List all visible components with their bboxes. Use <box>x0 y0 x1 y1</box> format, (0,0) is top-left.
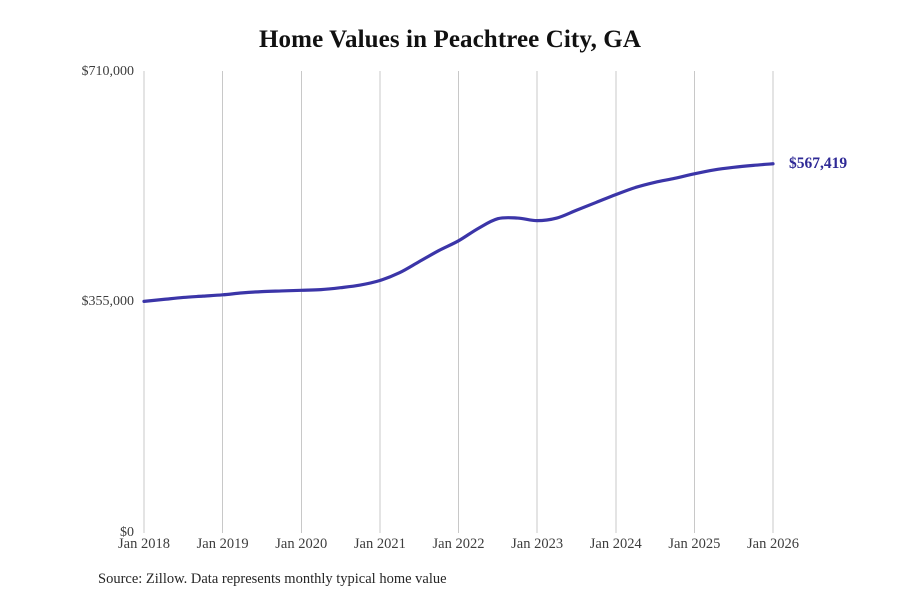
x-axis-tick-labels: Jan 2018 Jan 2019 Jan 2020 Jan 2021 Jan 2022… <box>0 536 900 560</box>
chart-title: Home Values in Peachtree City, GA <box>259 26 641 53</box>
plot-svg <box>142 71 775 533</box>
value-line <box>142 162 775 303</box>
x-axis-tick-label: Jan 2025 <box>668 536 721 552</box>
y-axis-tick-labels: $710,000 $355,000 $0 <box>0 0 135 600</box>
x-axis-tick-label: Jan 2023 <box>511 536 564 552</box>
y-axis-tick-label-top: $710,000 <box>81 64 135 79</box>
x-axis-tick-label: Jan 2019 <box>196 536 249 552</box>
source-note: Source: Zillow. Data represents monthly … <box>98 571 447 587</box>
x-axis-tick-label: Jan 2022 <box>432 536 485 552</box>
y-axis-tick-label-mid: $355,000 <box>81 294 135 309</box>
gridlines <box>143 71 774 533</box>
x-axis-tick-label: Jan 2018 <box>118 536 170 552</box>
x-axis-tick-label: Jan 2026 <box>747 536 799 552</box>
x-axis-tick-label: Jan 2020 <box>275 536 328 552</box>
x-axis-tick-label: Jan 2024 <box>589 536 642 552</box>
plot-area <box>142 71 775 533</box>
x-axis-tick-label: Jan 2021 <box>353 536 406 552</box>
end-value-label: $567,419 <box>789 154 848 172</box>
y-axis-tick-label-bottom: $0 <box>120 525 134 540</box>
